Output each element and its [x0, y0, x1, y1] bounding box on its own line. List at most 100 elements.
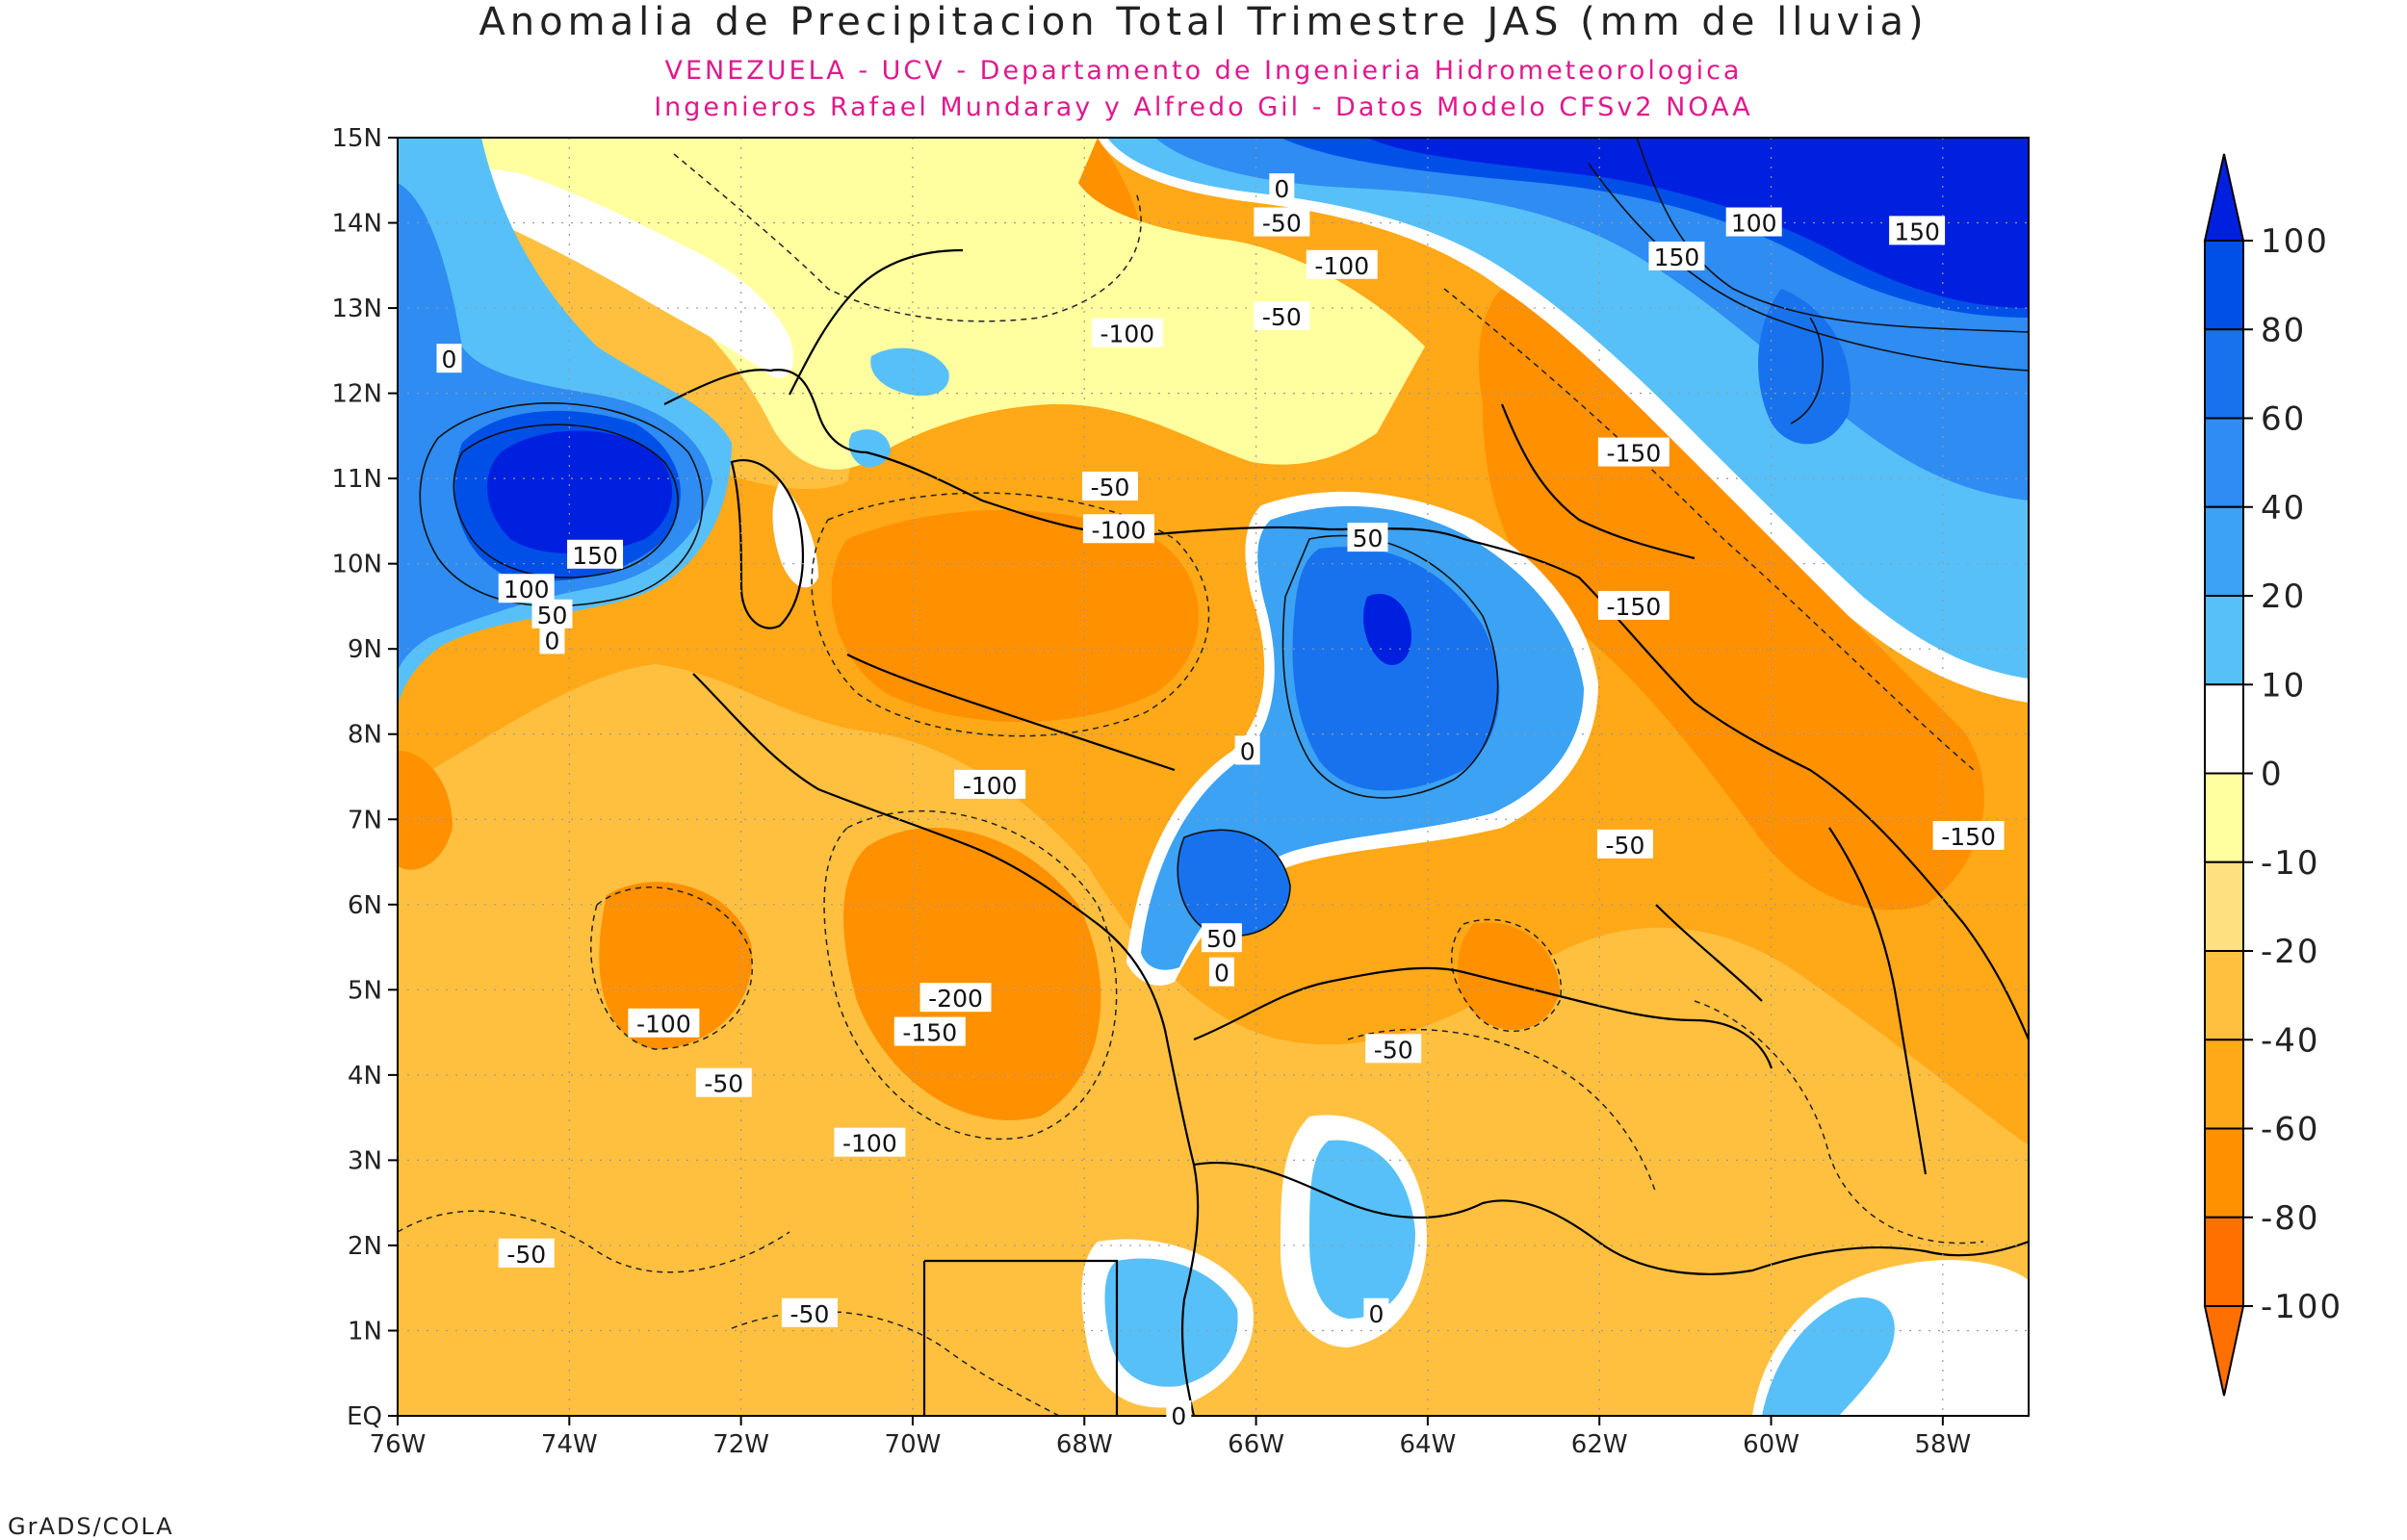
contour-label: 0 — [1208, 957, 1234, 988]
contour-label: 50 — [1201, 923, 1242, 953]
contour-label: -50 — [1365, 1034, 1422, 1064]
contour-label: 150 — [1889, 216, 1946, 245]
colorbar-swatch — [2204, 240, 2244, 331]
y-tick-label: 1N — [348, 1317, 382, 1346]
map-subtitle-authors: Ingenieros Rafael Mundaray y Alfredo Gil… — [654, 92, 1753, 122]
map-frame — [397, 137, 2030, 1417]
colorbar-label: 100 — [2261, 222, 2329, 261]
anomaly-core-minus80-guyana — [1457, 922, 1560, 1030]
colorbar-label: -60 — [2261, 1111, 2320, 1149]
contour-label: -50 — [1254, 300, 1310, 331]
contour-label: -50 — [1596, 829, 1653, 860]
contour-label: -150 — [893, 1016, 966, 1047]
colorbar-swatch — [2204, 1127, 2244, 1219]
svg-text:-150: -150 — [1941, 823, 1996, 851]
svg-text:50: 50 — [537, 602, 568, 629]
anomaly-positive-southeast-10 — [1762, 1297, 1895, 1416]
contour-label: -150 — [1932, 820, 2005, 851]
latitude-axis-ticks: EQ 1N 2N 3N 4N 5N 6N 7N 8N 9N 10N 11N 12N 13N 14N 15N — [331, 124, 398, 1431]
svg-text:-100: -100 — [1092, 516, 1147, 544]
x-tick-label: 70W — [885, 1430, 942, 1459]
contour-label: -50 — [1254, 207, 1310, 238]
colorbar-label: 20 — [2261, 578, 2306, 616]
anomaly-region-minus40 — [398, 664, 2029, 1416]
contour-label: 100 — [498, 574, 555, 603]
svg-text:-150: -150 — [902, 1019, 957, 1047]
contour-label: -100 — [628, 1008, 700, 1039]
x-tick-label: 76W — [370, 1430, 427, 1459]
svg-text:-150: -150 — [1606, 440, 1661, 468]
y-tick-label: 5N — [348, 976, 382, 1005]
contour-label: 0 — [539, 625, 565, 654]
colorbar-swatch — [2204, 772, 2244, 863]
contour-label: -100 — [1306, 249, 1378, 280]
anomaly-positive-south-2-10 — [1104, 1258, 1238, 1387]
contour-label: -100 — [834, 1127, 906, 1158]
colorbar-swatch — [2204, 505, 2244, 597]
x-tick-label: 62W — [1571, 1430, 1628, 1459]
y-tick-label: 15N — [331, 124, 382, 153]
x-tick-label: 60W — [1743, 1430, 1799, 1459]
y-tick-label: 3N — [348, 1146, 382, 1175]
contour-label: 0 — [1234, 735, 1260, 765]
map-subtitle-institution: VENEZUELA - UCV - Departamento de Ingeni… — [664, 56, 1743, 86]
anomaly-positive-central-100-core — [1363, 593, 1411, 665]
svg-text:150: 150 — [572, 542, 618, 570]
colorbar-top-arrow — [2203, 153, 2245, 242]
y-tick-label: 11N — [331, 465, 382, 494]
colorbar-swatch — [2204, 683, 2244, 775]
colorbar-swatch — [2204, 417, 2244, 508]
x-tick-label: 66W — [1228, 1430, 1284, 1459]
anomaly-zone-near-zero-guajira — [772, 481, 818, 588]
svg-text:-50: -50 — [1262, 303, 1302, 331]
contour-lines — [419, 138, 2029, 937]
colorbar-label: 60 — [2261, 400, 2306, 439]
contour-label: 0 — [1363, 1297, 1389, 1328]
colorbar-swatch — [2204, 860, 2244, 952]
svg-text:-50: -50 — [790, 1300, 830, 1328]
svg-text:-100: -100 — [636, 1011, 691, 1039]
y-tick-label: 7N — [348, 806, 382, 834]
contour-label: 150 — [567, 539, 624, 570]
colorbar-label: -10 — [2261, 844, 2320, 883]
svg-text:0: 0 — [1171, 1402, 1186, 1430]
svg-text:0: 0 — [545, 627, 560, 654]
contour-label: 100 — [1725, 207, 1782, 238]
colorbar-label: 40 — [2261, 489, 2306, 527]
svg-text:0: 0 — [1368, 1300, 1384, 1328]
svg-text:0: 0 — [1214, 960, 1229, 988]
contour-labels: 01501005000-50-100-50-100100150150-150-5… — [436, 173, 2005, 1430]
svg-text:-50: -50 — [704, 1070, 743, 1098]
colorbar-swatch — [2204, 1216, 2244, 1307]
contour-label: -50 — [1082, 471, 1139, 501]
anomaly-core-minus80-llanos — [843, 828, 1101, 1120]
anomaly-positive-central-60-south — [1178, 830, 1290, 937]
svg-text:50: 50 — [1353, 525, 1384, 552]
contour-label: 0 — [1269, 173, 1295, 203]
software-credit: GrADS/COLA — [8, 1513, 174, 1540]
contour-label: 150 — [1648, 241, 1705, 271]
svg-text:150: 150 — [1654, 244, 1700, 271]
contour-label: 50 — [1347, 523, 1388, 552]
colorbar-label: 80 — [2261, 311, 2306, 349]
colorbar-label: 10 — [2261, 666, 2306, 705]
map-gridlines — [398, 138, 2029, 1416]
y-tick-label: 13N — [331, 295, 382, 323]
y-tick-label: 10N — [331, 551, 382, 579]
svg-text:-100: -100 — [842, 1130, 897, 1158]
anomaly-positive-south-1-10 — [1309, 1140, 1415, 1319]
contour-label: -50 — [781, 1297, 838, 1328]
contour-label: -50 — [695, 1067, 752, 1098]
y-tick-label: 2N — [348, 1232, 382, 1261]
anomaly-positive-caribbean-ne-100 — [1367, 138, 2029, 308]
anomaly-positive-caribbean-small-lobe-2 — [848, 429, 891, 468]
anomaly-positive-caribbean-ne-60-lobe — [1758, 289, 1851, 445]
colorbar-swatch — [2204, 1039, 2244, 1130]
svg-text:-50: -50 — [1606, 832, 1645, 860]
svg-text:0: 0 — [1240, 737, 1255, 765]
colorbar-label: -100 — [2261, 1288, 2342, 1326]
contour-label: -150 — [1597, 590, 1669, 621]
svg-text:-50: -50 — [1374, 1036, 1413, 1064]
